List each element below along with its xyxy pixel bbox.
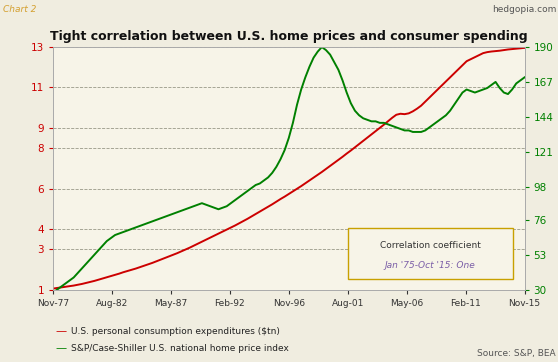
FancyBboxPatch shape — [348, 228, 513, 279]
Text: —: — — [56, 326, 67, 336]
Text: Source: S&P, BEA: Source: S&P, BEA — [477, 349, 555, 358]
Text: —: — — [56, 343, 67, 353]
Text: Correlation coefficient: Correlation coefficient — [380, 241, 480, 251]
Title: Tight correlation between U.S. home prices and consumer spending: Tight correlation between U.S. home pric… — [50, 30, 527, 43]
Text: Jan '75-Oct '15: One: Jan '75-Oct '15: One — [385, 261, 475, 270]
Text: hedgopia.com: hedgopia.com — [493, 5, 557, 14]
Text: S&P/Case-Shiller U.S. national home price index: S&P/Case-Shiller U.S. national home pric… — [71, 344, 289, 353]
Text: Chart 2: Chart 2 — [3, 5, 36, 14]
Text: U.S. personal consumption expenditures ($tn): U.S. personal consumption expenditures (… — [71, 327, 280, 336]
